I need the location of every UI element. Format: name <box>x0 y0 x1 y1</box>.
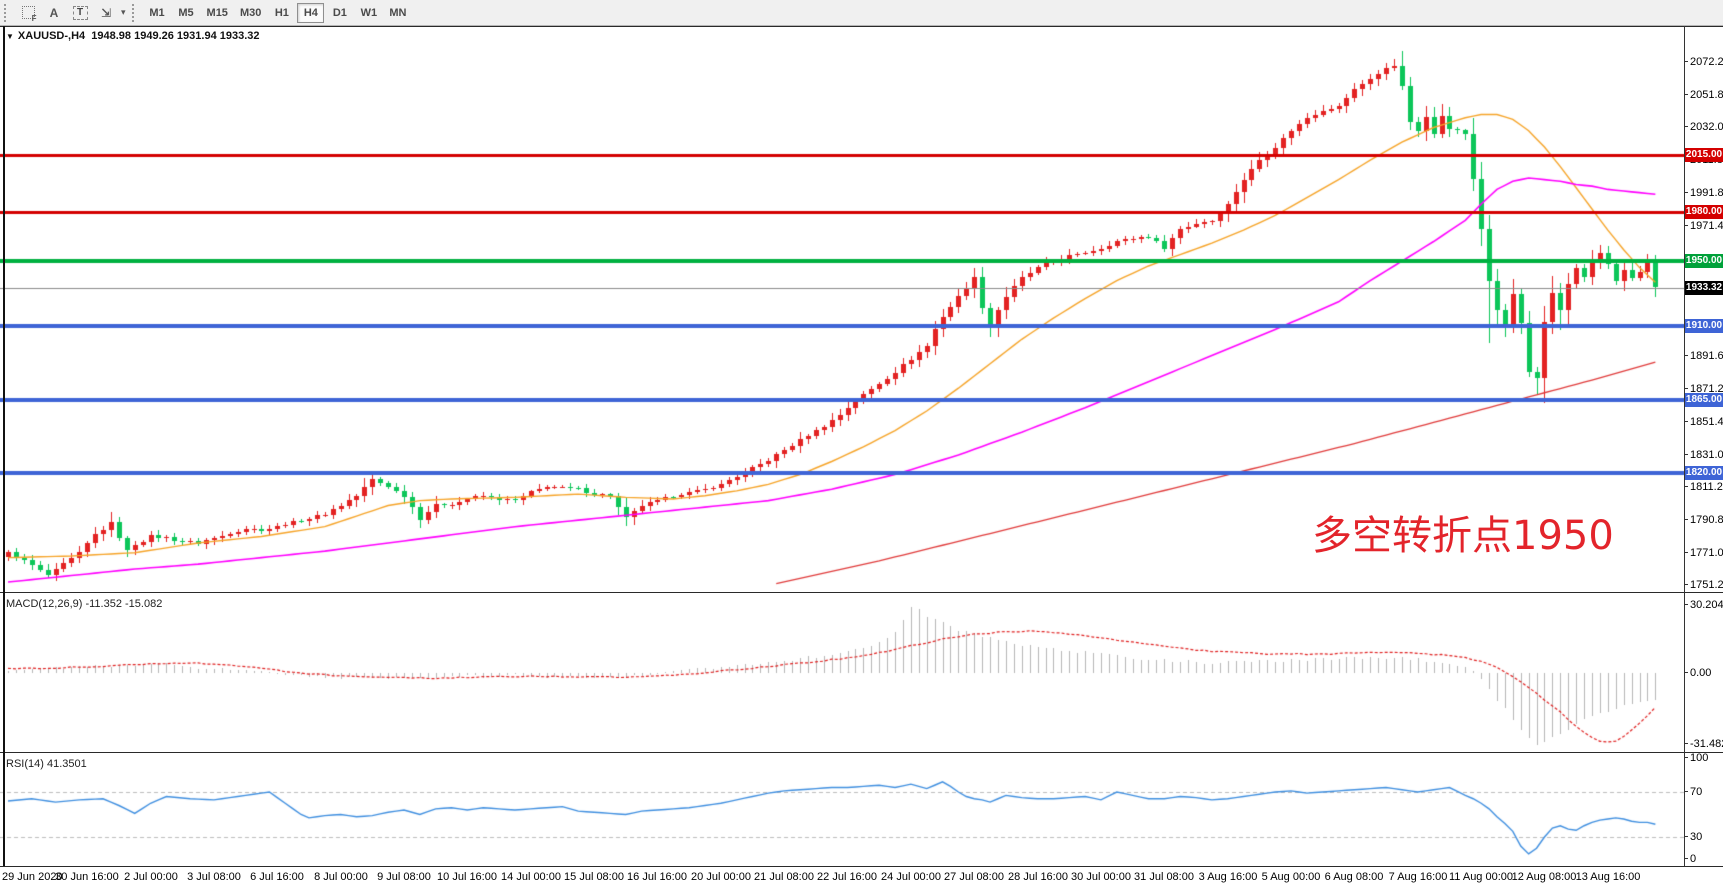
rsi-tick-label: 70 <box>1684 785 1723 799</box>
time-axis-label: 12 Aug 08:00 <box>1511 871 1577 883</box>
macd-tick-label: 0.00 <box>1684 666 1723 680</box>
macd-pane-divider[interactable] <box>0 592 1723 593</box>
price-tick-label: 1771.00 <box>1684 546 1723 560</box>
arrange-chart-icon[interactable]: ⇲ <box>94 2 118 24</box>
rsi-indicator-label: RSI(14) 41.3501 <box>6 758 87 770</box>
time-axis-label: 10 Jul 16:00 <box>437 871 497 883</box>
price-badge-2015-00: 2015.00 <box>1685 148 1723 162</box>
timeframe-button-m5[interactable]: M5 <box>178 6 194 19</box>
price-tick-label: 1811.20 <box>1684 480 1723 494</box>
time-axis-label: 24 Jul 00:00 <box>881 871 941 883</box>
time-axis-label: 8 Jul 00:00 <box>314 871 368 883</box>
symbol-dropdown-icon[interactable]: ▼ <box>6 32 14 41</box>
time-axis-label: 2 Jul 00:00 <box>124 871 178 883</box>
time-axis-label: 27 Jul 08:00 <box>944 871 1004 883</box>
time-axis[interactable]: 29 Jun 2020 30 Jun 16:00 2 Jul 00:00 3 Jul … <box>0 866 1723 892</box>
price-tick-label: 1971.40 <box>1684 219 1723 233</box>
macd-tick-label: -31.482 <box>1684 737 1723 751</box>
t-box-glyph: T <box>72 5 88 20</box>
main-chart-canvas[interactable] <box>0 27 1684 592</box>
time-axis-label: 7 Aug 16:00 <box>1388 871 1448 883</box>
timeframe-button-d1[interactable]: D1 <box>332 6 347 19</box>
price-tick-label: 2051.80 <box>1684 88 1723 102</box>
time-axis-border <box>0 866 1723 867</box>
timeframe-button-h1[interactable]: H1 <box>274 6 289 19</box>
time-axis-label: 11 Aug 00:00 <box>1448 871 1514 883</box>
indicator-grid-icon[interactable]: F <box>16 2 40 24</box>
time-axis-label: 14 Jul 00:00 <box>501 871 561 883</box>
time-axis-label: 28 Jul 16:00 <box>1008 871 1068 883</box>
price-badge-1950-00: 1950.00 <box>1685 254 1723 268</box>
price-badge-1865-00: 1865.00 <box>1685 393 1723 407</box>
time-axis-label: 5 Aug 00:00 <box>1261 871 1321 883</box>
timeframe-button-m15[interactable]: M15 <box>206 6 228 19</box>
time-axis-label: 20 Jul 00:00 <box>691 871 751 883</box>
text-label-icon[interactable]: A <box>42 2 66 24</box>
rsi-tick-label: 100 <box>1684 751 1723 765</box>
chart-top-border <box>0 26 1723 27</box>
toolbar-grip-2[interactable] <box>131 3 138 22</box>
price-tick-label: 1891.60 <box>1684 349 1723 363</box>
price-tick-label: 1871.20 <box>1684 382 1723 396</box>
rsi-tick-label: 30 <box>1684 830 1723 844</box>
price-badge-1820-00: 1820.00 <box>1685 466 1723 480</box>
macd-tick-label: 30.204 <box>1684 598 1723 612</box>
time-axis-label: 30 Jul 00:00 <box>1071 871 1131 883</box>
price-badge-1910-00: 1910.00 <box>1685 319 1723 333</box>
timeframe-button-m30[interactable]: M30 <box>239 6 262 19</box>
time-axis-label: 6 Jul 16:00 <box>250 871 304 883</box>
time-axis-label: 22 Jul 16:00 <box>817 871 877 883</box>
price-axis-border <box>1684 26 1685 866</box>
ohlc-values: 1948.98 1949.26 1931.94 1933.32 <box>91 30 260 42</box>
toolbar-grip[interactable] <box>4 3 10 22</box>
toolbar: F A T ⇲ ▾ M1 M5 M15 M30 H1 H4 D1 W1 MN <box>0 0 1723 26</box>
tools-dropdown-caret[interactable]: ▾ <box>121 7 126 17</box>
letter-a-glyph: A <box>49 5 59 20</box>
time-axis-label: 3 Aug 16:00 <box>1198 871 1258 883</box>
price-tick-label: 2072.20 <box>1684 55 1723 69</box>
price-tick-label: 1831.00 <box>1684 448 1723 462</box>
price-badge-1980-00: 1980.00 <box>1685 205 1723 219</box>
rsi-pane-divider[interactable] <box>0 752 1723 753</box>
price-tick-label: 1991.80 <box>1684 186 1723 200</box>
time-axis-label: 21 Jul 08:00 <box>754 871 814 883</box>
chart-text-annotation[interactable]: 多空转折点1950 <box>1312 513 1614 559</box>
time-axis-label: 31 Jul 08:00 <box>1134 871 1194 883</box>
time-axis-label: 30 Jun 16:00 <box>55 871 119 883</box>
price-badge-1933-32: 1933.32 <box>1685 281 1723 295</box>
price-tick-label: 1790.80 <box>1684 513 1723 527</box>
macd-canvas[interactable] <box>0 594 1684 752</box>
timeframe-group: M1 M5 M15 M30 H1 H4 D1 W1 MN <box>143 2 413 23</box>
text-box-icon[interactable]: T <box>68 2 92 24</box>
time-axis-label: 29 Jun 2020 <box>2 871 63 883</box>
time-axis-label: 16 Jul 16:00 <box>627 871 687 883</box>
macd-indicator-label: MACD(12,26,9) -11.352 -15.082 <box>6 598 163 610</box>
timeframe-button-m1[interactable]: M1 <box>149 6 165 19</box>
time-axis-label: 9 Jul 08:00 <box>377 871 431 883</box>
time-axis-label: 6 Aug 08:00 <box>1324 871 1384 883</box>
time-axis-label: 3 Jul 08:00 <box>187 871 241 883</box>
symbol-label: XAUUSD-,H4 <box>17 30 86 42</box>
timeframe-button-h4[interactable]: H4 <box>297 2 325 23</box>
time-axis-label: 13 Aug 16:00 <box>1575 871 1641 883</box>
price-tick-label: 1851.40 <box>1684 415 1723 429</box>
price-tick-label: 2032.00 <box>1684 120 1723 134</box>
chart-area: ▼ XAUUSD-,H4 1948.98 1949.26 1931.94 1933… <box>0 26 1723 892</box>
timeframe-button-w1[interactable]: W1 <box>360 6 378 19</box>
rsi-canvas[interactable] <box>0 754 1684 866</box>
arrange-glyph: ⇲ <box>100 5 112 20</box>
grid-glyph: F <box>21 6 37 23</box>
time-axis-label: 15 Jul 08:00 <box>564 871 624 883</box>
chart-left-border <box>3 26 5 866</box>
price-tick-label: 1751.20 <box>1684 578 1723 592</box>
rsi-tick-label: 0 <box>1684 852 1723 866</box>
symbol-ohlc-line[interactable]: ▼ XAUUSD-,H4 1948.98 1949.26 1931.94 1933… <box>6 30 260 42</box>
timeframe-button-mn[interactable]: MN <box>389 6 407 19</box>
